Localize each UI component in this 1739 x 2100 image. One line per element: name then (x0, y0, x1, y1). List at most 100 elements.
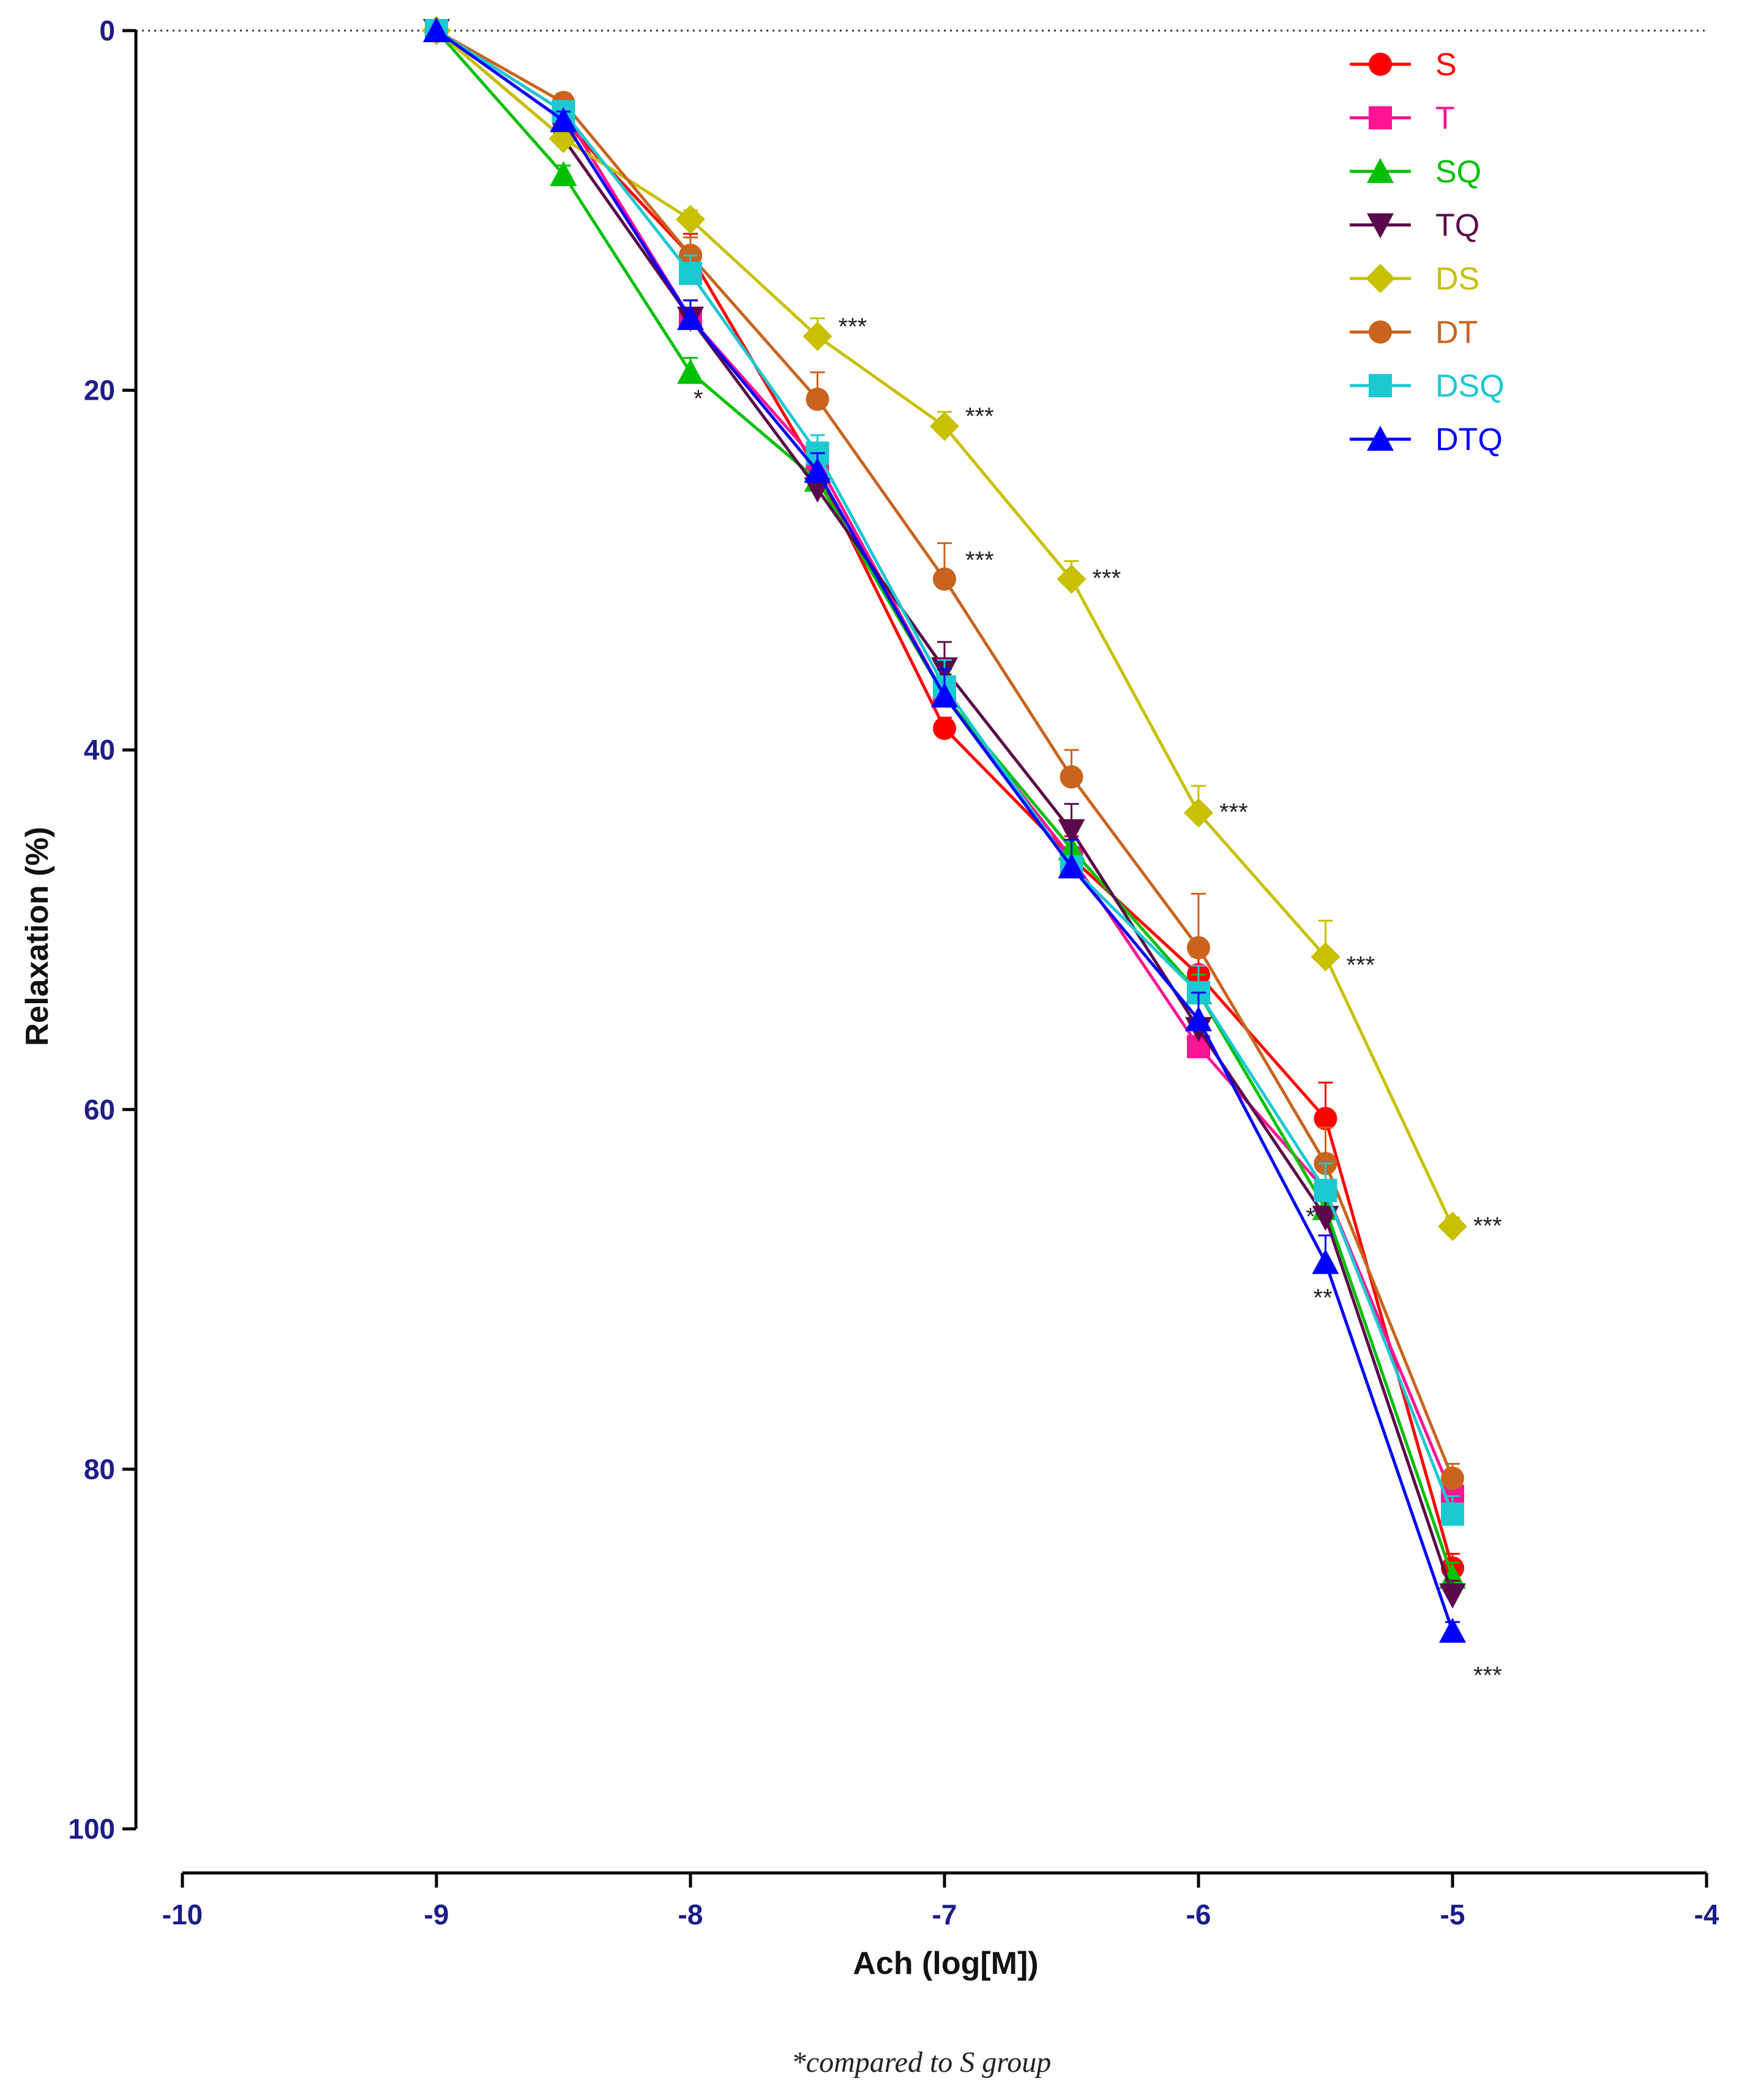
data-point-dtq (1058, 853, 1085, 879)
x-tick-label: -8 (678, 1899, 703, 1930)
data-point-ds (1311, 942, 1341, 972)
legend-marker-dsq (1369, 374, 1392, 397)
series-dsq (425, 19, 1464, 1526)
data-point-sq (550, 161, 577, 187)
data-point-dt (933, 567, 956, 591)
legend-item-dsq: DSQ (1350, 368, 1505, 404)
data-point-dtq (1312, 1249, 1339, 1274)
x-tick-label: -10 (162, 1899, 203, 1930)
y-tick-label: 20 (84, 375, 115, 406)
legend-item-s: S (1350, 47, 1457, 83)
legend-marker-dtq (1367, 425, 1394, 451)
significance-annotation: * (1306, 1203, 1315, 1230)
y-tick-label: 100 (68, 1813, 115, 1845)
data-point-s (933, 716, 956, 740)
data-point-sq (677, 359, 704, 384)
data-point-dtq (804, 457, 831, 483)
series-line-dt (435, 29, 1454, 1479)
significance-annotation: * (694, 385, 703, 412)
significance-annotation: *** (1473, 1213, 1502, 1239)
y-tick-label: 60 (84, 1094, 115, 1126)
annotations-group: **************************** (694, 313, 1502, 1689)
legend-item-sq: SQ (1350, 154, 1481, 190)
legend-label-tq: TQ (1435, 208, 1479, 244)
y-axis-label: Relaxation (%) (20, 827, 55, 1046)
legend-item-tq: TQ (1350, 208, 1479, 244)
data-point-ds (930, 411, 959, 441)
series-line-tq (435, 29, 1454, 1596)
series-t (425, 19, 1464, 1508)
x-tick-label: -9 (424, 1899, 449, 1930)
footnote: *compared to S group (791, 2046, 1051, 2079)
legend-label-dtq: DTQ (1435, 422, 1503, 458)
series-line-sq (435, 29, 1454, 1578)
legend-marker-t (1369, 106, 1392, 130)
legend-item-ds: DS (1350, 261, 1479, 297)
data-point-ds (802, 321, 832, 351)
x-tick-label: -6 (1186, 1899, 1211, 1930)
legend-label-s: S (1435, 47, 1457, 83)
legend-item-dtq: DTQ (1350, 422, 1503, 458)
legend-label-dt: DT (1435, 315, 1478, 351)
data-point-dsq (679, 261, 702, 285)
significance-annotation: *** (1219, 799, 1248, 826)
data-point-tq (1312, 1206, 1339, 1231)
significance-annotation: *** (965, 547, 994, 574)
data-point-ds (1056, 564, 1086, 594)
data-point-dtq (931, 682, 958, 708)
series-line-t (435, 29, 1454, 1497)
x-axis-label: Ach (log[M]) (853, 1946, 1038, 1981)
series-group (422, 16, 1467, 1643)
legend-label-t: T (1435, 101, 1455, 136)
series-line-dsq (435, 29, 1454, 1515)
series-s (425, 19, 1464, 1580)
axes-group: 0 20 40 60 80 100 -10 -9 -8 -7 -6 -5 -4 (68, 15, 1719, 1930)
legend-label-sq: SQ (1435, 154, 1481, 190)
legend-item-t: T (1350, 101, 1455, 136)
x-tick-label: -4 (1694, 1899, 1719, 1930)
significance-annotation: *** (965, 403, 994, 430)
x-tick-label: -5 (1440, 1899, 1465, 1930)
y-tick-label: 40 (84, 734, 115, 766)
significance-annotation: *** (1473, 1662, 1502, 1689)
y-tick-label: 0 (99, 15, 115, 47)
data-point-ds (1438, 1211, 1467, 1241)
series-line-dtq (435, 29, 1454, 1632)
y-tick-label: 80 (84, 1453, 115, 1485)
data-point-tq (1439, 1583, 1466, 1609)
significance-annotation: *** (1093, 565, 1121, 592)
x-tick-label: -7 (932, 1899, 957, 1930)
data-point-s (1314, 1107, 1337, 1130)
significance-annotation: *** (1347, 952, 1375, 979)
data-point-dtq (1185, 1006, 1212, 1031)
legend-label-dsq: DSQ (1435, 368, 1505, 404)
data-point-dtq (550, 106, 577, 132)
series-line-s (435, 29, 1454, 1569)
legend-marker-dt (1369, 320, 1392, 344)
data-point-ds (1184, 798, 1213, 828)
legend: ST SQ TQ DS DT DSQ DTQ (1350, 47, 1505, 458)
data-point-dt (1060, 765, 1083, 789)
data-point-ds (676, 204, 705, 234)
series-line-ds (435, 29, 1454, 1227)
series-tq (423, 19, 1466, 1609)
data-point-dt (1441, 1467, 1464, 1490)
series-sq (423, 17, 1466, 1589)
data-point-dtq (1439, 1617, 1466, 1643)
legend-label-ds: DS (1435, 261, 1479, 297)
series-dt (425, 19, 1464, 1490)
legend-marker-sq (1367, 158, 1394, 183)
data-point-dt (1187, 936, 1210, 960)
series-dtq (423, 17, 1466, 1643)
data-point-dtq (677, 305, 704, 331)
legend-marker-s (1369, 53, 1392, 76)
legend-item-dt: DT (1350, 315, 1478, 351)
data-point-dsq (1314, 1179, 1337, 1203)
data-point-tq (1058, 819, 1085, 845)
data-point-dt (806, 387, 829, 411)
data-point-sq (1439, 1563, 1466, 1589)
data-point-dsq (1441, 1502, 1464, 1526)
legend-marker-ds (1366, 264, 1395, 293)
